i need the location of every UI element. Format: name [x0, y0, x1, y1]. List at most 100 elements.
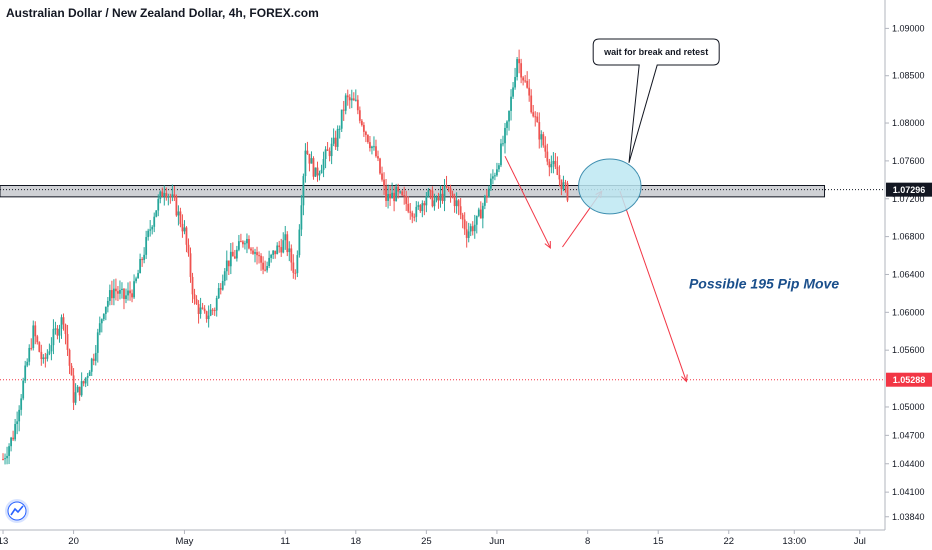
candle: [494, 172, 496, 181]
time-tick-label: 20: [68, 536, 79, 547]
candle: [133, 274, 135, 299]
candle: [348, 94, 351, 109]
candle-body: [487, 188, 490, 198]
candle: [330, 137, 333, 165]
candle: [389, 184, 391, 206]
candle: [314, 167, 317, 177]
candle-body: [500, 143, 502, 166]
candle: [242, 240, 244, 248]
candle-body: [459, 206, 462, 215]
candle-body: [437, 197, 440, 201]
candle: [465, 221, 468, 248]
candle-body: [441, 193, 444, 202]
candle-body: [56, 328, 59, 336]
candle: [524, 75, 527, 83]
candle-body: [237, 241, 240, 250]
candle: [294, 269, 297, 280]
candle-body: [379, 158, 381, 174]
candle-body: [44, 357, 47, 359]
candle-body: [100, 319, 103, 324]
candle-body: [364, 131, 367, 135]
tradingview-logo-icon[interactable]: [5, 499, 29, 523]
candle: [564, 179, 567, 193]
candle: [340, 109, 343, 133]
candle: [201, 302, 204, 310]
candle-body: [403, 195, 406, 197]
candle-body: [536, 116, 539, 123]
candle-body: [86, 376, 89, 378]
projection-arrow: [619, 191, 688, 383]
candle: [203, 305, 206, 314]
candle: [137, 269, 139, 279]
candle: [433, 193, 436, 211]
candle-body: [417, 205, 420, 207]
candle: [290, 244, 293, 271]
candle: [177, 205, 180, 226]
candle-body: [22, 380, 25, 399]
candle: [195, 295, 198, 305]
price-tag-box: [886, 182, 932, 197]
candle-body: [453, 196, 456, 207]
candle-body: [544, 145, 547, 152]
candle: [473, 214, 476, 239]
candle: [179, 207, 182, 228]
candle: [526, 71, 529, 89]
candle: [500, 138, 502, 168]
price-tick-label: 1.06800: [892, 232, 925, 242]
candle-body: [274, 250, 277, 255]
candle: [213, 307, 216, 316]
candle-body: [177, 211, 180, 216]
candle-body: [508, 110, 510, 122]
candle-body: [272, 250, 275, 255]
projection-arrow: [504, 155, 551, 249]
candle: [324, 146, 327, 169]
candle: [28, 344, 31, 366]
candle-body: [461, 214, 464, 220]
candle-body: [151, 226, 154, 230]
candle-body: [187, 244, 190, 254]
candle: [358, 106, 361, 124]
candle-body: [385, 185, 387, 201]
candle-body: [427, 190, 430, 197]
candle: [566, 180, 569, 203]
candle: [477, 207, 480, 218]
time-tick-label: 25: [421, 536, 432, 547]
candle: [312, 156, 315, 180]
candle-body: [324, 149, 327, 159]
candle: [471, 221, 474, 236]
candle: [300, 195, 303, 237]
candle-body: [233, 256, 236, 259]
candle-body: [356, 99, 359, 111]
candle-body: [10, 437, 12, 447]
candle-body: [397, 186, 400, 192]
candle-body: [306, 150, 309, 154]
candle-body: [211, 309, 214, 311]
candle: [463, 212, 466, 235]
candle: [498, 163, 500, 173]
candle: [552, 152, 555, 174]
pip-move-annotation: Possible 195 Pip Move: [689, 276, 839, 292]
price-tick-label: 1.07200: [892, 194, 925, 204]
candle-body: [48, 351, 51, 354]
candle-body: [312, 158, 315, 177]
candle-body: [161, 191, 164, 197]
candle-body: [328, 150, 331, 157]
candle: [217, 283, 220, 299]
candle: [151, 225, 154, 235]
candle: [258, 251, 260, 264]
candle-body: [516, 59, 518, 78]
candle-body: [371, 146, 373, 149]
candle: [82, 380, 85, 387]
candle: [280, 238, 283, 257]
candle-body: [409, 211, 412, 213]
candle: [292, 254, 295, 279]
candle: [215, 295, 218, 317]
candle: [360, 119, 363, 127]
candle: [369, 135, 371, 152]
candle-body: [542, 134, 545, 146]
candle: [110, 280, 113, 306]
candle: [322, 151, 325, 178]
price-tick-label: 1.09000: [892, 23, 925, 33]
candle-body: [496, 169, 498, 176]
